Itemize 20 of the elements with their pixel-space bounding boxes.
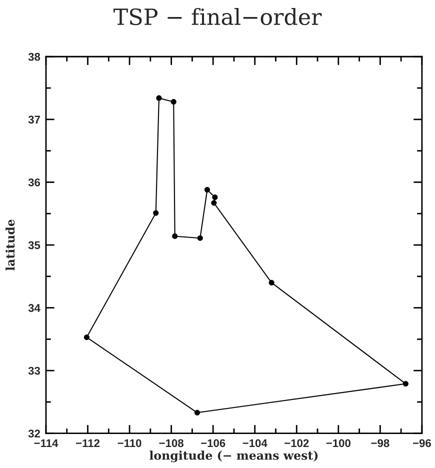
x-axis-title: longitude (− means west) — [150, 450, 318, 462]
x-tick-label: −98 — [371, 439, 390, 448]
x-tick-label: −100 — [326, 439, 350, 448]
y-tick-label: 33 — [28, 366, 40, 375]
y-tick-label: 34 — [28, 304, 40, 312]
x-tick-label: −110 — [118, 439, 142, 448]
y-axis-title: latitude — [6, 220, 15, 271]
x-tick-label: −106 — [201, 439, 226, 448]
x-tick-label: −96 — [412, 439, 431, 448]
x-tick-label: −108 — [159, 439, 184, 448]
y-tick-label: 38 — [28, 52, 40, 61]
x-tick-label: −104 — [242, 439, 268, 448]
x-tick-label: −114 — [34, 439, 58, 447]
chart-title: TSP − final−order — [114, 8, 322, 26]
y-tick-label: 32 — [28, 430, 40, 438]
y-tick-label: 36 — [28, 178, 40, 186]
y-tick-label: 37 — [28, 116, 40, 124]
x-tick-label: −102 — [284, 439, 309, 448]
y-tick-label: 35 — [28, 241, 40, 250]
x-tick-label: −112 — [76, 439, 100, 447]
